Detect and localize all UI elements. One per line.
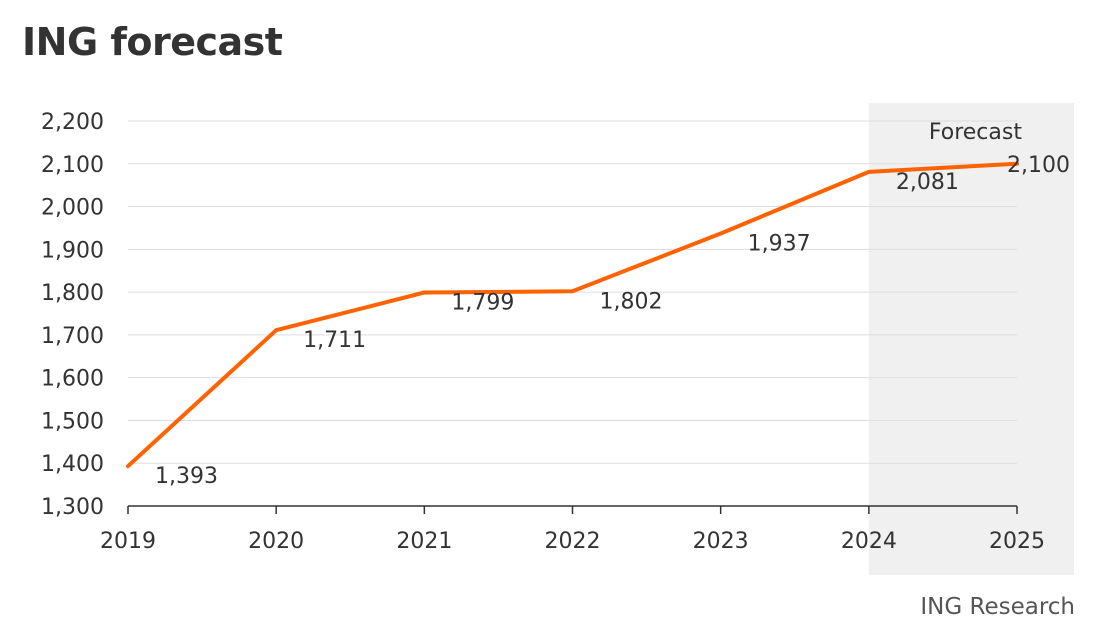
- data-label: 1,711: [303, 328, 366, 353]
- data-label: 2,100: [1007, 153, 1070, 178]
- x-tick-label: 2020: [248, 529, 304, 554]
- y-tick-label: 1,300: [41, 495, 104, 520]
- y-tick-label: 1,600: [41, 367, 104, 392]
- y-tick-label: 1,500: [41, 409, 104, 434]
- data-label: 2,081: [896, 170, 959, 195]
- y-tick-label: 1,400: [41, 452, 104, 477]
- x-tick-label: 2021: [396, 529, 452, 554]
- y-tick-label: 2,200: [41, 110, 104, 135]
- y-tick-label: 1,700: [41, 324, 104, 349]
- y-tick-label: 2,000: [41, 196, 104, 221]
- y-tick-label: 1,800: [41, 281, 104, 306]
- x-tick-label: 2019: [100, 529, 156, 554]
- data-label: 1,799: [451, 291, 514, 316]
- chart-title: ING forecast: [22, 20, 283, 64]
- x-tick-label: 2024: [841, 529, 897, 554]
- y-tick-label: 1,900: [41, 238, 104, 263]
- source-note: ING Research: [920, 594, 1075, 620]
- y-tick-label: 2,100: [41, 153, 104, 178]
- x-tick-label: 2023: [693, 529, 749, 554]
- x-tick-label: 2025: [989, 529, 1045, 554]
- data-label: 1,937: [748, 232, 811, 257]
- data-label: 1,393: [155, 464, 218, 489]
- forecast-band-label: Forecast: [929, 120, 1022, 145]
- x-tick-label: 2022: [545, 529, 601, 554]
- series-line: [126, 161, 1019, 469]
- data-label: 1,802: [600, 289, 663, 314]
- forecast-band: [868, 103, 1074, 575]
